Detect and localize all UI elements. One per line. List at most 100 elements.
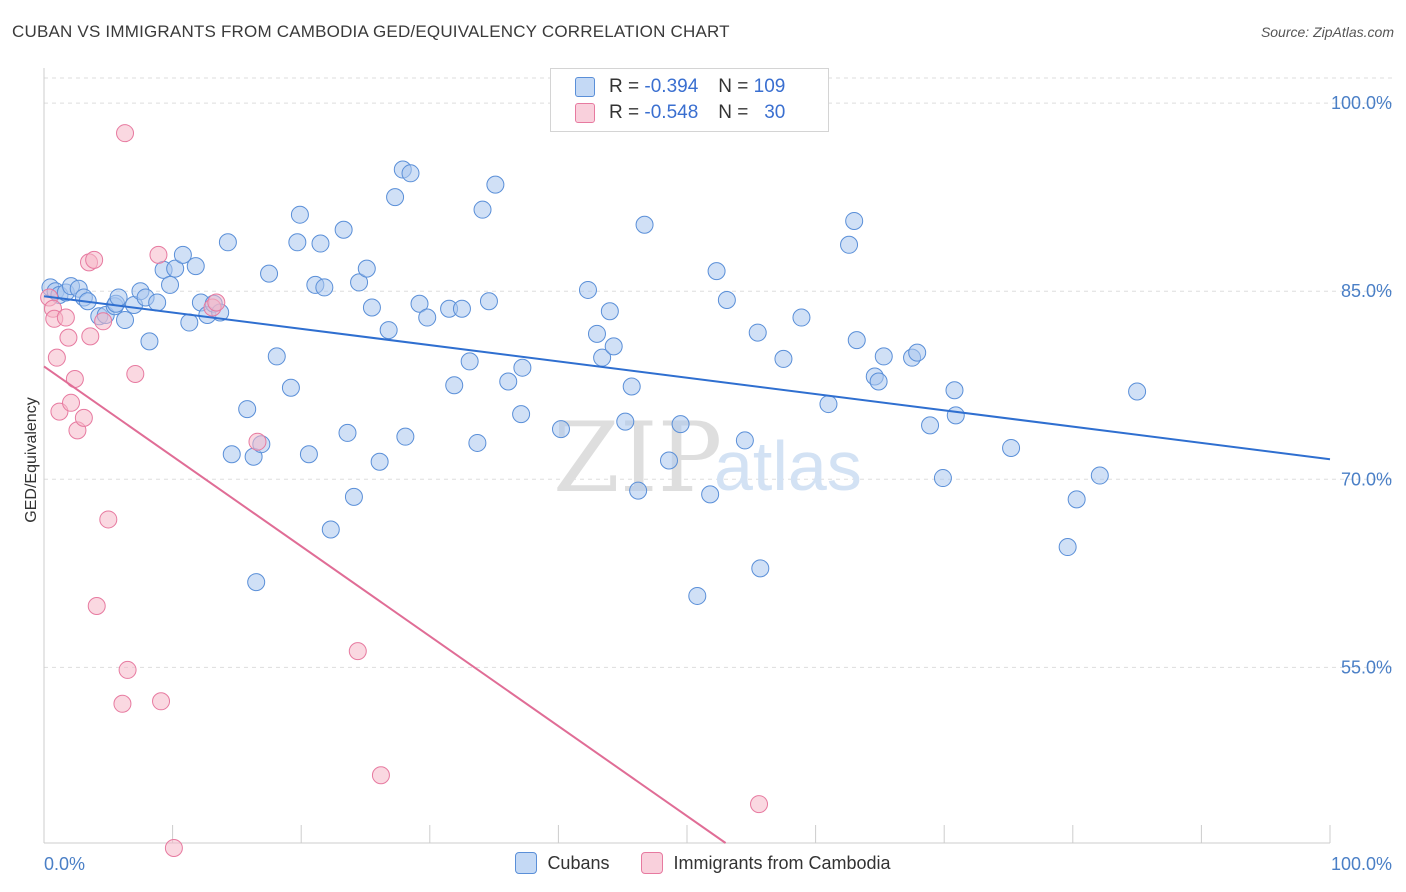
cubans-point	[1090, 466, 1109, 485]
n-label: N =	[718, 102, 749, 123]
y-axis-title: GED/Equivalency	[23, 397, 40, 522]
cubans-point	[751, 559, 770, 578]
cubans-point	[735, 431, 754, 450]
y-tick-label: 55.0%	[1341, 657, 1392, 677]
cambodia-point	[116, 124, 135, 143]
cambodia-point	[81, 327, 100, 346]
cubans-point	[460, 352, 479, 371]
cubans-point	[281, 378, 300, 397]
cubans-point	[344, 487, 363, 506]
cambodia-point	[74, 408, 93, 427]
cubans-point	[659, 451, 678, 470]
legend-swatch-cambodia	[575, 103, 595, 123]
cubans-point	[247, 573, 266, 592]
cambodia-point	[371, 766, 390, 785]
cubans-point	[350, 273, 369, 292]
cubans-point	[1067, 490, 1086, 509]
cubans-point	[238, 400, 257, 419]
cubans-point	[362, 298, 381, 317]
cubans-point	[486, 175, 505, 194]
cubans-point	[587, 324, 606, 343]
cubans-point	[578, 280, 597, 299]
cambodia-point	[248, 432, 267, 451]
source-label: Source: ZipAtlas.com	[1260, 24, 1394, 40]
r-label: R =	[609, 102, 640, 123]
cubans-point	[946, 406, 965, 425]
cubans-point	[604, 337, 623, 356]
cambodia-point	[164, 839, 183, 858]
cubans-point	[109, 288, 128, 307]
trend-lines	[43, 295, 1331, 844]
cubans-point	[311, 234, 330, 253]
cambodia-point	[87, 596, 106, 615]
cubans-point	[396, 427, 415, 446]
cubans-point	[338, 423, 357, 442]
cambodia-point	[348, 642, 367, 661]
cambodia-point	[47, 348, 66, 367]
cubans-point	[1128, 382, 1147, 401]
cambodia-point	[152, 692, 171, 711]
data-points	[40, 124, 1147, 858]
cubans-point	[452, 299, 471, 318]
cubans-point	[748, 323, 767, 342]
cubans-point	[180, 313, 199, 332]
cubans-point	[357, 259, 376, 278]
cubans-point	[222, 445, 241, 464]
cubans-point	[161, 275, 180, 294]
cubans-point	[267, 347, 286, 366]
cubans-point	[869, 372, 888, 391]
y-tick-label: 85.0%	[1341, 281, 1392, 301]
cubans-point	[600, 302, 619, 321]
cubans-point	[218, 233, 237, 252]
cambodia-point	[85, 250, 104, 269]
y-tick-label: 70.0%	[1341, 469, 1392, 489]
cubans-point	[717, 290, 736, 309]
cubans-point	[260, 264, 279, 283]
cambodia-point	[750, 795, 769, 814]
cambodia-point	[99, 510, 118, 529]
cubans-point	[315, 278, 334, 297]
cubans-point	[116, 311, 135, 330]
x-tick-label-max: 100.0%	[1331, 854, 1392, 874]
cambodia-point	[149, 245, 168, 264]
r-label: R =	[609, 76, 640, 97]
cubans-point	[513, 358, 532, 377]
cubans-point	[1002, 438, 1021, 457]
axes	[43, 68, 1331, 844]
cubans-point	[908, 343, 927, 362]
cubans-point	[933, 469, 952, 488]
cubans-point	[401, 164, 420, 183]
cubans-point	[379, 321, 398, 340]
cubans-point	[616, 412, 635, 431]
cubans-point	[290, 205, 309, 224]
legend-item-cubans: Cubans	[515, 852, 609, 874]
bottom-legend: Cubans Immigrants from Cambodia	[0, 852, 1406, 874]
cubans-point	[774, 349, 793, 368]
legend-row-cambodia: R = -0.548 N = 30	[575, 100, 785, 126]
cubans-point	[1058, 538, 1077, 557]
cambodia-point	[113, 694, 132, 713]
cubans-point	[173, 245, 192, 264]
legend-label-cambodia: Immigrants from Cambodia	[673, 852, 891, 873]
cubans-point	[334, 220, 353, 239]
cambodia-point	[62, 393, 81, 412]
cubans-point	[321, 520, 340, 539]
r-value: -0.548	[644, 102, 699, 123]
legend-swatch-cubans	[515, 852, 538, 874]
cubans-trend-line	[43, 295, 1331, 461]
cubans-point	[512, 405, 531, 424]
cubans-point	[370, 452, 389, 471]
cubans-point	[299, 445, 318, 464]
cubans-point	[701, 485, 720, 504]
cubans-point	[499, 372, 518, 391]
cubans-point	[707, 262, 726, 281]
r-value: -0.394	[644, 76, 699, 97]
legend-swatch-cambodia	[641, 852, 664, 874]
cubans-point	[468, 433, 487, 452]
stats-legend: R = -0.394 N = 109 R = -0.548 N = 30	[550, 68, 829, 132]
chart-title: CUBAN VS IMMIGRANTS FROM CAMBODIA GED/EQ…	[12, 22, 730, 41]
cubans-point	[792, 308, 811, 327]
y-tick-labels: 100.0% 85.0% 70.0% 55.0%	[1331, 93, 1392, 677]
cubans-point	[635, 215, 654, 234]
cubans-point	[874, 347, 893, 366]
